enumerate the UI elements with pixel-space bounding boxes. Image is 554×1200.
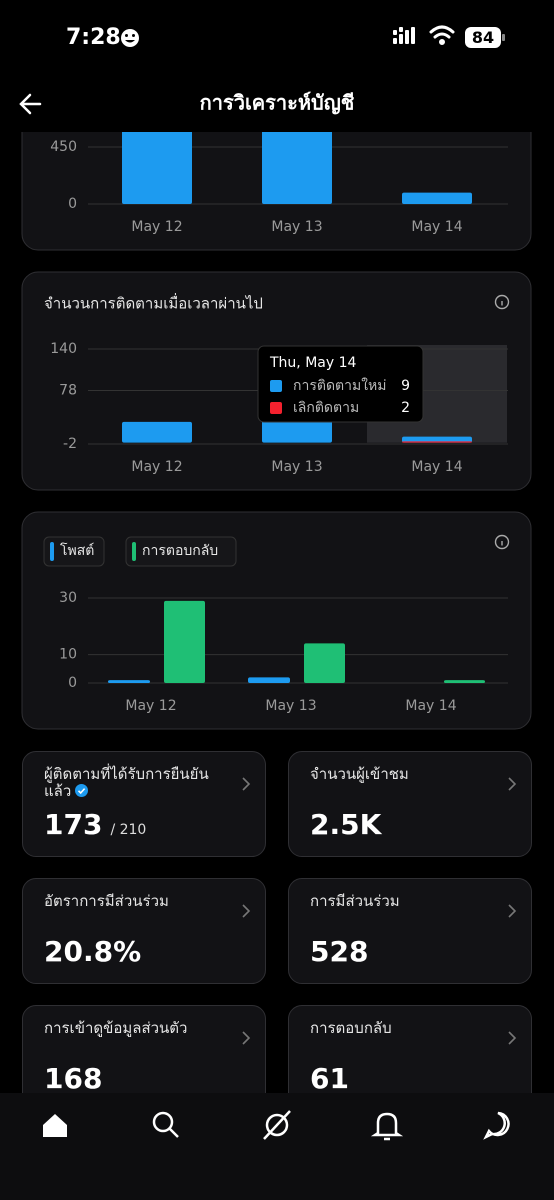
chevron-icon [242,1031,251,1045]
bar [108,680,150,683]
x-tick-label: May 12 [125,698,176,714]
chevron-icon [242,904,251,918]
x-tick-label: May 14 [411,219,462,235]
tooltip-swatch [270,402,282,414]
verified-icon [75,784,89,797]
stat-label: จำนวนผู้เข้าชม [310,765,409,783]
back-button[interactable] [19,93,42,115]
chevron-icon [508,1031,517,1045]
y-tick-label: 450 [50,139,77,155]
messages-icon[interactable] [483,1111,510,1140]
x-tick-label: May 14 [405,698,456,714]
info-icon[interactable] [494,534,510,550]
x-tick-label: May 12 [131,459,182,475]
bottom-nav [0,1093,554,1200]
stat-label: ผู้ติดตามที่ได้รับการยืนยันแล้ว [44,765,209,800]
x-tick-label: May 13 [265,698,316,714]
home-icon[interactable] [43,1114,67,1137]
stat-value: 61 [310,1062,349,1095]
stat-total: / 210 [110,822,147,838]
stat-value: 528 [310,935,368,968]
chart-title: จำนวนการติดตามเมื่อเวลาผ่านไป [44,293,263,313]
x-tick-label: May 13 [271,219,322,235]
bar [402,436,472,443]
bottom-nav-icons [43,1110,510,1141]
stat-card[interactable]: การมีส่วนร่วม 528 [288,878,532,984]
y-tick-label: 78 [59,382,77,398]
legend-chip [125,536,237,567]
grok-icon[interactable] [263,1110,291,1140]
stat-value: 2.5K [310,808,381,841]
legend-label: โพสต์ [60,542,94,559]
stat-card[interactable]: จำนวนผู้เข้าชม 2.5K [288,751,532,857]
stat-number: 2.5K [310,808,382,841]
battery-tip [502,34,505,41]
bar [304,643,345,683]
stat-value: 20.8% [44,935,141,968]
wifi-icon [429,25,455,45]
x-tick-label: May 13 [271,459,322,475]
bar [248,677,290,683]
x-tick-label: May 12 [131,219,182,235]
tooltip [257,345,424,423]
legend-label: การตอบกลับ [142,543,218,559]
stat-label: การตอบกลับ [310,1019,392,1037]
chevron [241,776,251,796]
bar [402,192,472,204]
bar [164,600,205,683]
y-tick-label: 0 [68,196,77,212]
y-tick-label: 140 [50,341,77,357]
page-title: การวิเคราะห์บัญชี [200,91,355,115]
top-bar: 7:28 84 การวิเคราะห์บัญชี [0,0,554,132]
tooltip-series: การติดตามใหม่ [293,377,387,394]
chevron [241,903,251,923]
chevron-icon [242,777,251,791]
stat-label: การมีส่วนร่วม [310,892,400,910]
stat-label: อัตราการมีส่วนร่วม [44,892,169,910]
info-icon[interactable] [494,294,510,310]
stat-label: การเข้าดูข้อมูลส่วนตัว [44,1019,188,1037]
stat-number: 168 [44,1062,103,1095]
y-tick-label: 0 [68,675,77,691]
stat-value: 168 [44,1062,102,1095]
search-icon[interactable] [152,1111,179,1138]
stat-number: 20.8% [44,935,142,968]
y-tick-label: -2 [63,436,77,452]
chevron [241,1030,251,1050]
tooltip-value: 2 [401,400,410,416]
legend-swatch [132,542,136,561]
chevron [507,776,517,796]
signal-icon [393,27,415,44]
chevron-icon [508,904,517,918]
stat-value: 173 / 210 [44,808,146,841]
time: 7:28 [66,25,121,50]
battery-level: 84 [472,28,494,47]
legend-swatch [50,542,54,561]
chevron [507,1030,517,1050]
tooltip-value: 9 [401,378,410,394]
stat-card[interactable]: อัตราการมีส่วนร่วม 20.8% [22,878,266,984]
x-tick-label: May 14 [411,459,462,475]
battery [465,27,501,48]
tooltip-title: Thu, May 14 [269,355,356,371]
emoji-icon [121,29,139,47]
stat-number: 61 [310,1062,349,1095]
stat-number: 173 [44,808,103,841]
bar [402,441,472,443]
tooltip-swatch [270,380,282,392]
chevron-icon [508,777,517,791]
legend-chip [43,536,105,567]
y-tick-label: 30 [59,590,77,606]
stat-number: 528 [310,935,369,968]
bell-icon[interactable] [370,1112,404,1141]
tooltip-series: เลิกติดตาม [293,400,359,416]
top-bar-graphics: 7:28 84 การวิเคราะห์บัญชี [19,25,505,115]
verified-badge [71,782,89,800]
bar [444,680,485,683]
chevron [507,903,517,923]
bar [122,421,192,443]
y-tick-label: 10 [59,647,77,663]
stat-card[interactable]: ผู้ติดตามที่ได้รับการยืนยันแล้ว 173 / 210 [22,751,266,857]
